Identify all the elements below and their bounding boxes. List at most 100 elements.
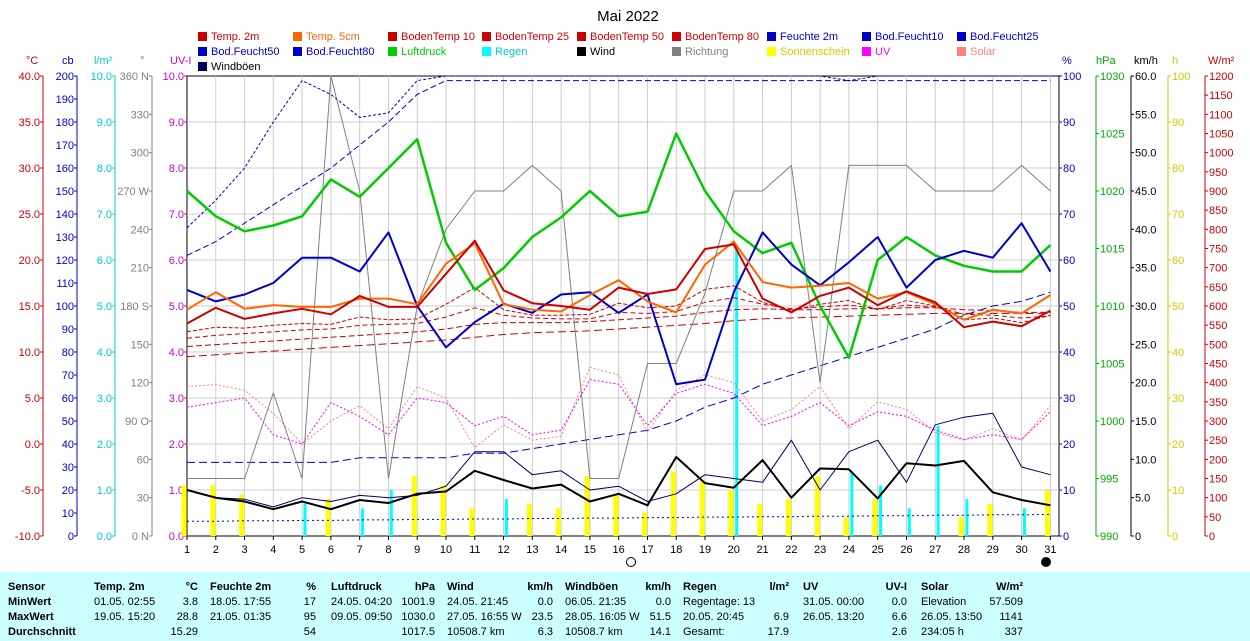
summary-unit: km/h — [527, 581, 553, 593]
series-sonnenschein-bar — [411, 476, 417, 536]
axis-tick-label-dir: 360 N — [120, 71, 149, 83]
series-sonnenschein-bar — [239, 494, 245, 536]
axis-tick-label-solar: 100 — [1209, 493, 1227, 505]
axis-tick-label-wind: 25.0 — [1135, 339, 1156, 351]
axis-tick-label-uv: 6.0 — [169, 255, 184, 267]
x-tick-label: 9 — [414, 544, 420, 556]
summary-value: 17 — [303, 596, 316, 608]
axis-tick-label-sun: 60 — [1172, 255, 1184, 267]
axis-tick-label-solar: 1150 — [1209, 90, 1233, 102]
summary-col-solar: Solar W/m² Elevation 57.509 26.05. 13:50 11… — [921, 572, 1025, 641]
legend-bodentemp-80-label: BodenTemp 80 — [685, 31, 759, 43]
axis-tick-label-hum: 90 — [1063, 117, 1075, 129]
axis-tick-label-press: 1025 — [1100, 129, 1124, 141]
axis-tick-label-cb: 150 — [56, 186, 74, 198]
axis-tick-label-dir: 0 N — [132, 531, 149, 543]
legend-wind-swatch — [577, 47, 586, 56]
x-tick-label: 10 — [440, 544, 452, 556]
x-tick-label: 14 — [555, 544, 567, 556]
summary-time: 28.05. 16:05 W — [565, 611, 640, 623]
axis-tick-label-uv: 9.0 — [169, 117, 184, 129]
legend-bod-feucht80-label: Bod.Feucht80 — [306, 46, 375, 58]
axis-tick-label-wind: 0 — [1135, 531, 1141, 543]
axis-tick-label-temp: -5.0 — [21, 485, 40, 497]
summary-time: 27.05. 16:55 W — [447, 611, 522, 623]
summary-value: 6.6 — [891, 611, 907, 623]
axis-tick-label-cb: 40 — [62, 439, 74, 451]
axis-tick-label-sun: 20 — [1172, 439, 1184, 451]
axis-tick-label-temp: 5.0 — [25, 393, 40, 405]
legend-bodentemp-25-swatch — [482, 32, 491, 41]
legend-bod-feucht50-label: Bod.Feucht50 — [211, 46, 280, 58]
axis-tick-label-cb: 80 — [62, 347, 74, 359]
axis-tick-label-solar: 450 — [1209, 359, 1227, 371]
x-tick-label: 25 — [872, 544, 884, 556]
summary-value: 1001.9 — [401, 596, 435, 608]
axis-tick-label-dir: 30 — [137, 493, 149, 505]
axis-tick-label-rain: 10.0 — [91, 71, 112, 83]
axis-unit-solar: W/m² — [1208, 55, 1235, 67]
legend-uv-swatch — [862, 47, 871, 56]
summary-unit: hPa — [414, 581, 435, 593]
legend-bodentemp-10-swatch — [388, 32, 397, 41]
summary-time: 06.05. 21:35 — [565, 596, 627, 608]
axis-tick-label-rain: 1.0 — [97, 485, 112, 497]
axis-tick-label-wind: 30.0 — [1135, 301, 1156, 313]
legend-feuchte-2m-label: Feuchte 2m — [780, 31, 838, 43]
axis-tick-label-hum: 40 — [1063, 347, 1075, 359]
axis-tick-label-solar: 350 — [1209, 397, 1227, 409]
summary-value: 51.5 — [649, 611, 671, 623]
x-tick-label: 24 — [843, 544, 855, 556]
x-tick-label: 29 — [987, 544, 999, 556]
summary-time: 09.05. 09:50 — [331, 611, 393, 623]
x-tick-label: 23 — [814, 544, 826, 556]
axis-unit-rain: l/m² — [94, 55, 113, 67]
chart-title: Mai 2022 — [597, 8, 659, 25]
series-sonnenschein-bar — [325, 499, 331, 536]
summary-time: 24.05. 04:20 — [331, 596, 393, 608]
axis-tick-label-rain: 6.0 — [97, 255, 112, 267]
axis-tick-label-dir: 60 — [137, 454, 149, 466]
axis-tick-label-dir: 210 — [131, 263, 149, 275]
series-solar-line — [186, 366, 1051, 449]
summary-value: 1017.5 — [401, 626, 435, 638]
series-sonnenschein-bar — [584, 476, 590, 536]
axis-tick-label-solar: 550 — [1209, 320, 1227, 332]
summary-unit: UV-I — [885, 581, 907, 593]
legend-temp-2m-swatch — [198, 32, 207, 41]
summary-time: 10508.7 km — [447, 626, 505, 638]
axis-tick-label-temp: 15.0 — [19, 301, 40, 313]
axis-tick-label-rain: 7.0 — [97, 209, 112, 221]
legend-bodentemp-25-label: BodenTemp 25 — [495, 31, 569, 43]
axis-tick-label-hum: 100 — [1063, 71, 1081, 83]
summary-value: 1141 — [999, 611, 1023, 623]
series-regen-bar — [303, 503, 307, 536]
x-tick-label: 3 — [241, 544, 247, 556]
series-regen-bar — [907, 508, 911, 536]
axis-tick-label-sun: 0 — [1172, 531, 1178, 543]
row-label-min: MinWert — [8, 596, 52, 608]
axis-unit-dir: ° — [140, 55, 144, 67]
axis-tick-label-rain: 8.0 — [97, 163, 112, 175]
summary-header: Feuchte 2m — [210, 581, 272, 593]
axis-tick-label-cb: 120 — [56, 255, 74, 267]
x-tick-label: 26 — [900, 544, 912, 556]
series-sonnenschein-bar — [642, 513, 648, 536]
axis-tick-label-wind: 40.0 — [1135, 224, 1156, 236]
full-moon-icon — [626, 557, 636, 567]
axis-tick-label-press: 990 — [1100, 531, 1118, 543]
axis-tick-label-hum: 50 — [1063, 301, 1075, 313]
x-tick-label: 27 — [929, 544, 941, 556]
summary-header: Windböen — [565, 581, 619, 593]
legend-bod-feucht80-swatch — [293, 47, 302, 56]
axis-unit-sun: h — [1172, 55, 1178, 67]
legend-temp-5cm-label: Temp. 5cm — [306, 31, 360, 43]
legend-temp-5cm-swatch — [293, 32, 302, 41]
summary-value: 95 — [303, 611, 316, 623]
axis-tick-label-hum: 0 — [1063, 531, 1069, 543]
axis-tick-label-temp: 30.0 — [19, 163, 40, 175]
axis-tick-label-uv: 10.0 — [163, 71, 184, 83]
axis-tick-label-cb: 130 — [56, 232, 74, 244]
x-tick-label: 4 — [270, 544, 276, 556]
axis-tick-label-hum: 60 — [1063, 255, 1075, 267]
